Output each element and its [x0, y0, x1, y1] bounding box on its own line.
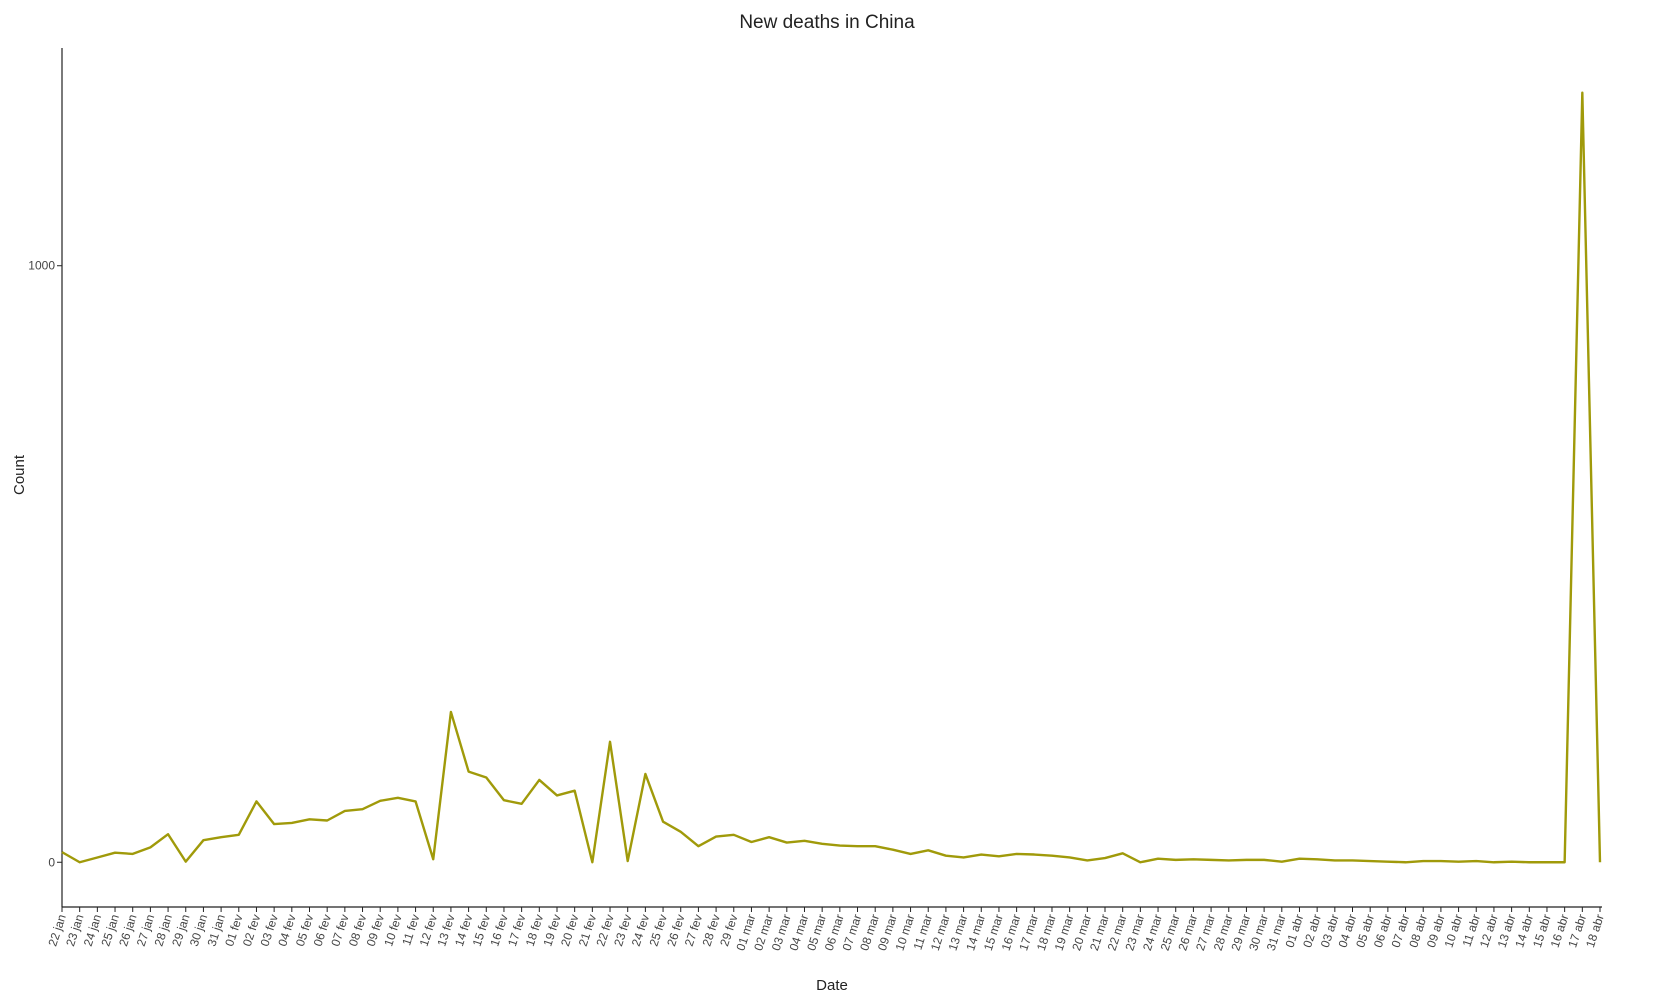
data-point [714, 835, 718, 839]
data-point [1297, 857, 1301, 861]
data-point [1492, 860, 1496, 864]
data-point [979, 853, 983, 857]
data-point [378, 799, 382, 803]
data-point [1351, 858, 1355, 862]
data-point [767, 835, 771, 839]
data-point [1421, 859, 1425, 863]
data-point [95, 855, 99, 859]
data-point [325, 819, 329, 823]
data-point [290, 821, 294, 825]
data-point [148, 845, 152, 849]
data-point [131, 852, 135, 856]
data-point [1103, 856, 1107, 860]
data-point [1280, 860, 1284, 864]
data-point [201, 838, 205, 842]
data-point [272, 822, 276, 826]
data-point [1050, 854, 1054, 858]
data-point [1580, 91, 1584, 95]
data-point [590, 860, 594, 864]
data-point [307, 817, 311, 821]
data-point [537, 778, 541, 782]
data-point [732, 833, 736, 837]
data-point [1015, 852, 1019, 856]
data-point [484, 776, 488, 780]
data-point [60, 850, 64, 854]
data-point [1244, 858, 1248, 862]
data-point [1563, 860, 1567, 864]
data-point [78, 860, 82, 864]
data-point [1474, 859, 1478, 863]
data-point [113, 851, 117, 855]
y-tick-label: 1000 [28, 259, 55, 273]
data-point [1439, 859, 1443, 863]
data-point [573, 789, 577, 793]
data-point [1368, 859, 1372, 863]
data-point [396, 796, 400, 800]
data-point [1386, 860, 1390, 864]
data-point [1068, 855, 1072, 859]
data-point [219, 835, 223, 839]
data-point [555, 793, 559, 797]
data-point [1191, 857, 1195, 861]
data-point [431, 857, 435, 861]
x-axis-title: Date [816, 977, 848, 994]
data-point [962, 855, 966, 859]
data-points [60, 91, 1602, 865]
data-point [873, 844, 877, 848]
data-point [184, 860, 188, 864]
data-point [926, 848, 930, 852]
data-point [1209, 858, 1213, 862]
series-line-new-deaths [61, 91, 1602, 864]
data-point [1457, 860, 1461, 864]
data-point [608, 740, 612, 744]
data-point [909, 852, 913, 856]
data-point [502, 798, 506, 802]
data-point [626, 859, 630, 863]
data-point [414, 799, 418, 803]
y-axis-title: Count [11, 454, 28, 495]
data-point [1156, 857, 1160, 861]
data-point [856, 844, 860, 848]
data-point [749, 840, 753, 844]
data-point [166, 832, 170, 836]
data-point [1510, 860, 1514, 864]
chart-title: New deaths in China [739, 12, 915, 33]
data-point [802, 839, 806, 843]
data-point [1174, 858, 1178, 862]
data-point [237, 833, 241, 837]
data-point [1598, 860, 1602, 864]
data-point [361, 807, 365, 811]
data-point [1227, 858, 1231, 862]
data-point [696, 844, 700, 848]
data-point [343, 809, 347, 813]
y-axis-ticks: 0 1000 [28, 259, 62, 869]
data-point [997, 854, 1001, 858]
data-point [643, 772, 647, 776]
data-point [1138, 860, 1142, 864]
data-point [254, 799, 258, 803]
data-point [467, 770, 471, 774]
y-tick-label: 0 [48, 855, 55, 869]
data-point [785, 841, 789, 845]
data-point [891, 848, 895, 852]
data-point [1315, 857, 1319, 861]
data-point [661, 820, 665, 824]
data-point [1032, 853, 1036, 857]
data-point [1121, 851, 1125, 855]
data-point [1404, 860, 1408, 864]
data-point [820, 842, 824, 846]
data-point [1545, 860, 1549, 864]
data-point [679, 830, 683, 834]
data-point [838, 844, 842, 848]
data-point [1333, 858, 1337, 862]
data-point [944, 854, 948, 858]
data-point [449, 710, 453, 714]
data-point [1262, 858, 1266, 862]
data-point [520, 802, 524, 806]
data-point [1085, 858, 1089, 862]
data-point [1527, 860, 1531, 864]
